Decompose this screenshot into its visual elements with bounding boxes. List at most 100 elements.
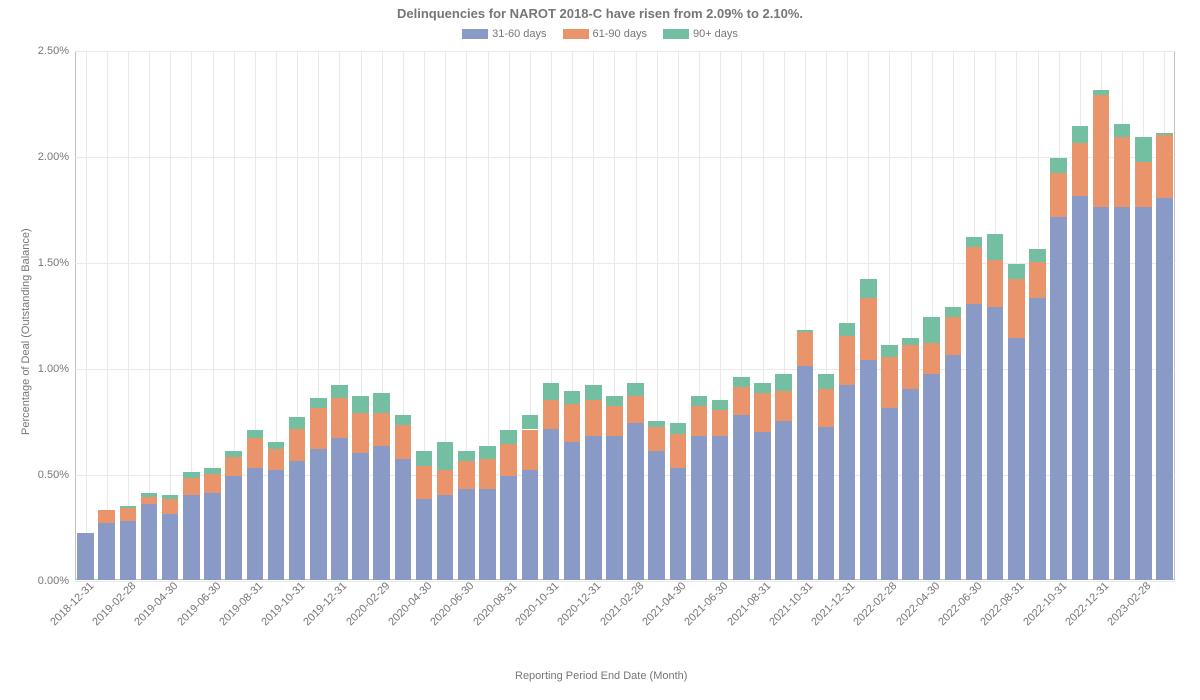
x-tick-label: 2020-08-31 (471, 580, 519, 628)
bar-segment (775, 391, 792, 421)
bar-segment (479, 446, 496, 459)
legend-label: 90+ days (693, 28, 738, 40)
bar-segment (437, 470, 454, 495)
bar-segment (754, 383, 771, 394)
bar-segment (881, 357, 898, 408)
bar-segment (543, 400, 560, 430)
bar-segment (797, 332, 814, 366)
bar-segment (225, 457, 242, 476)
bar-segment (331, 438, 348, 580)
bar-segment (1050, 217, 1067, 580)
bar-segment (818, 374, 835, 389)
y-tick-label: 0.00% (38, 575, 69, 587)
bar-segment (606, 396, 623, 407)
bar-segment (225, 476, 242, 580)
x-tick-label: 2022-04-30 (894, 580, 942, 628)
bar-segment (1135, 137, 1152, 162)
bar-segment (1156, 135, 1173, 199)
bar-segment (818, 427, 835, 580)
x-tick-label: 2019-02-28 (90, 580, 138, 628)
bar-segment (1114, 124, 1131, 137)
bar-segment (923, 374, 940, 580)
bar-segment (289, 429, 306, 461)
bar-segment (585, 385, 602, 400)
bar-segment (352, 453, 369, 580)
bar-segment (1072, 196, 1089, 580)
bar-segment (987, 260, 1004, 307)
bar-segment (564, 391, 581, 404)
bar-segment (395, 459, 412, 580)
x-tick-label: 2019-08-31 (217, 580, 265, 628)
bar-segment (395, 415, 412, 426)
gridline-vertical (107, 51, 108, 580)
y-axis-label: Percentage of Deal (Outstanding Balance) (20, 228, 32, 435)
bar-segment (225, 451, 242, 457)
bar-segment (310, 449, 327, 580)
bar-segment (839, 336, 856, 385)
bar-segment (860, 360, 877, 580)
bar-segment (966, 247, 983, 304)
bar-segment (691, 396, 708, 407)
bar-segment (1008, 279, 1025, 338)
bar-segment (500, 476, 517, 580)
bar-segment (458, 451, 475, 462)
bar-segment (543, 383, 560, 400)
y-tick-label: 1.00% (38, 363, 69, 375)
bar-segment (1008, 338, 1025, 580)
gridline-horizontal (75, 581, 1175, 582)
bar-segment (839, 323, 856, 336)
bar-segment (987, 234, 1004, 259)
bar-segment (606, 436, 623, 580)
chart-legend: 31-60 days61-90 days90+ days (0, 28, 1200, 40)
x-tick-label: 2022-06-30 (936, 580, 984, 628)
legend-swatch (663, 29, 689, 39)
x-tick-label: 2020-06-30 (429, 580, 477, 628)
bar-segment (691, 406, 708, 436)
y-tick-label: 2.00% (38, 151, 69, 163)
bar-segment (373, 446, 390, 580)
bar-segment (818, 389, 835, 427)
x-tick-label: 2019-10-31 (259, 580, 307, 628)
bar-segment (648, 427, 665, 450)
bar-segment (98, 510, 115, 523)
x-tick-label: 2022-08-31 (979, 580, 1027, 628)
bar-segment (1029, 298, 1046, 580)
bar-segment (1135, 162, 1152, 207)
bar-segment (945, 317, 962, 355)
bar-segment (648, 451, 665, 580)
bar-segment (458, 489, 475, 580)
bar-segment (268, 470, 285, 580)
bar-segment (373, 413, 390, 447)
x-tick-label: 2022-12-31 (1063, 580, 1111, 628)
chart-title: Delinquencies for NAROT 2018-C have rise… (0, 6, 1200, 21)
bar-segment (204, 493, 221, 580)
bar-segment (268, 449, 285, 470)
bar-segment (247, 430, 264, 438)
x-tick-label: 2018-12-31 (48, 580, 96, 628)
bar-segment (585, 436, 602, 580)
bar-segment (183, 495, 200, 580)
bar-segment (352, 396, 369, 413)
bar-segment (141, 504, 158, 580)
bar-segment (1050, 173, 1067, 218)
delinquencies-chart: Delinquencies for NAROT 2018-C have rise… (0, 0, 1200, 700)
bar-segment (204, 474, 221, 493)
bar-segment (458, 461, 475, 489)
bar-segment (416, 466, 433, 500)
gridline-vertical (128, 51, 129, 580)
bar-segment (712, 436, 729, 580)
bar-segment (797, 330, 814, 332)
plot-area: 0.00%0.50%1.00%1.50%2.00%2.50%2018-12-31… (75, 50, 1175, 580)
x-tick-label: 2021-04-30 (640, 580, 688, 628)
bar-segment (522, 470, 539, 580)
legend-item: 61-90 days (563, 28, 647, 40)
bar-segment (268, 442, 285, 448)
bar-segment (1050, 158, 1067, 173)
bar-segment (352, 413, 369, 453)
bar-segment (860, 279, 877, 298)
bar-segment (416, 499, 433, 580)
y-tick-label: 1.50% (38, 257, 69, 269)
x-tick-label: 2020-10-31 (513, 580, 561, 628)
bar-segment (775, 421, 792, 580)
bar-segment (923, 317, 940, 342)
